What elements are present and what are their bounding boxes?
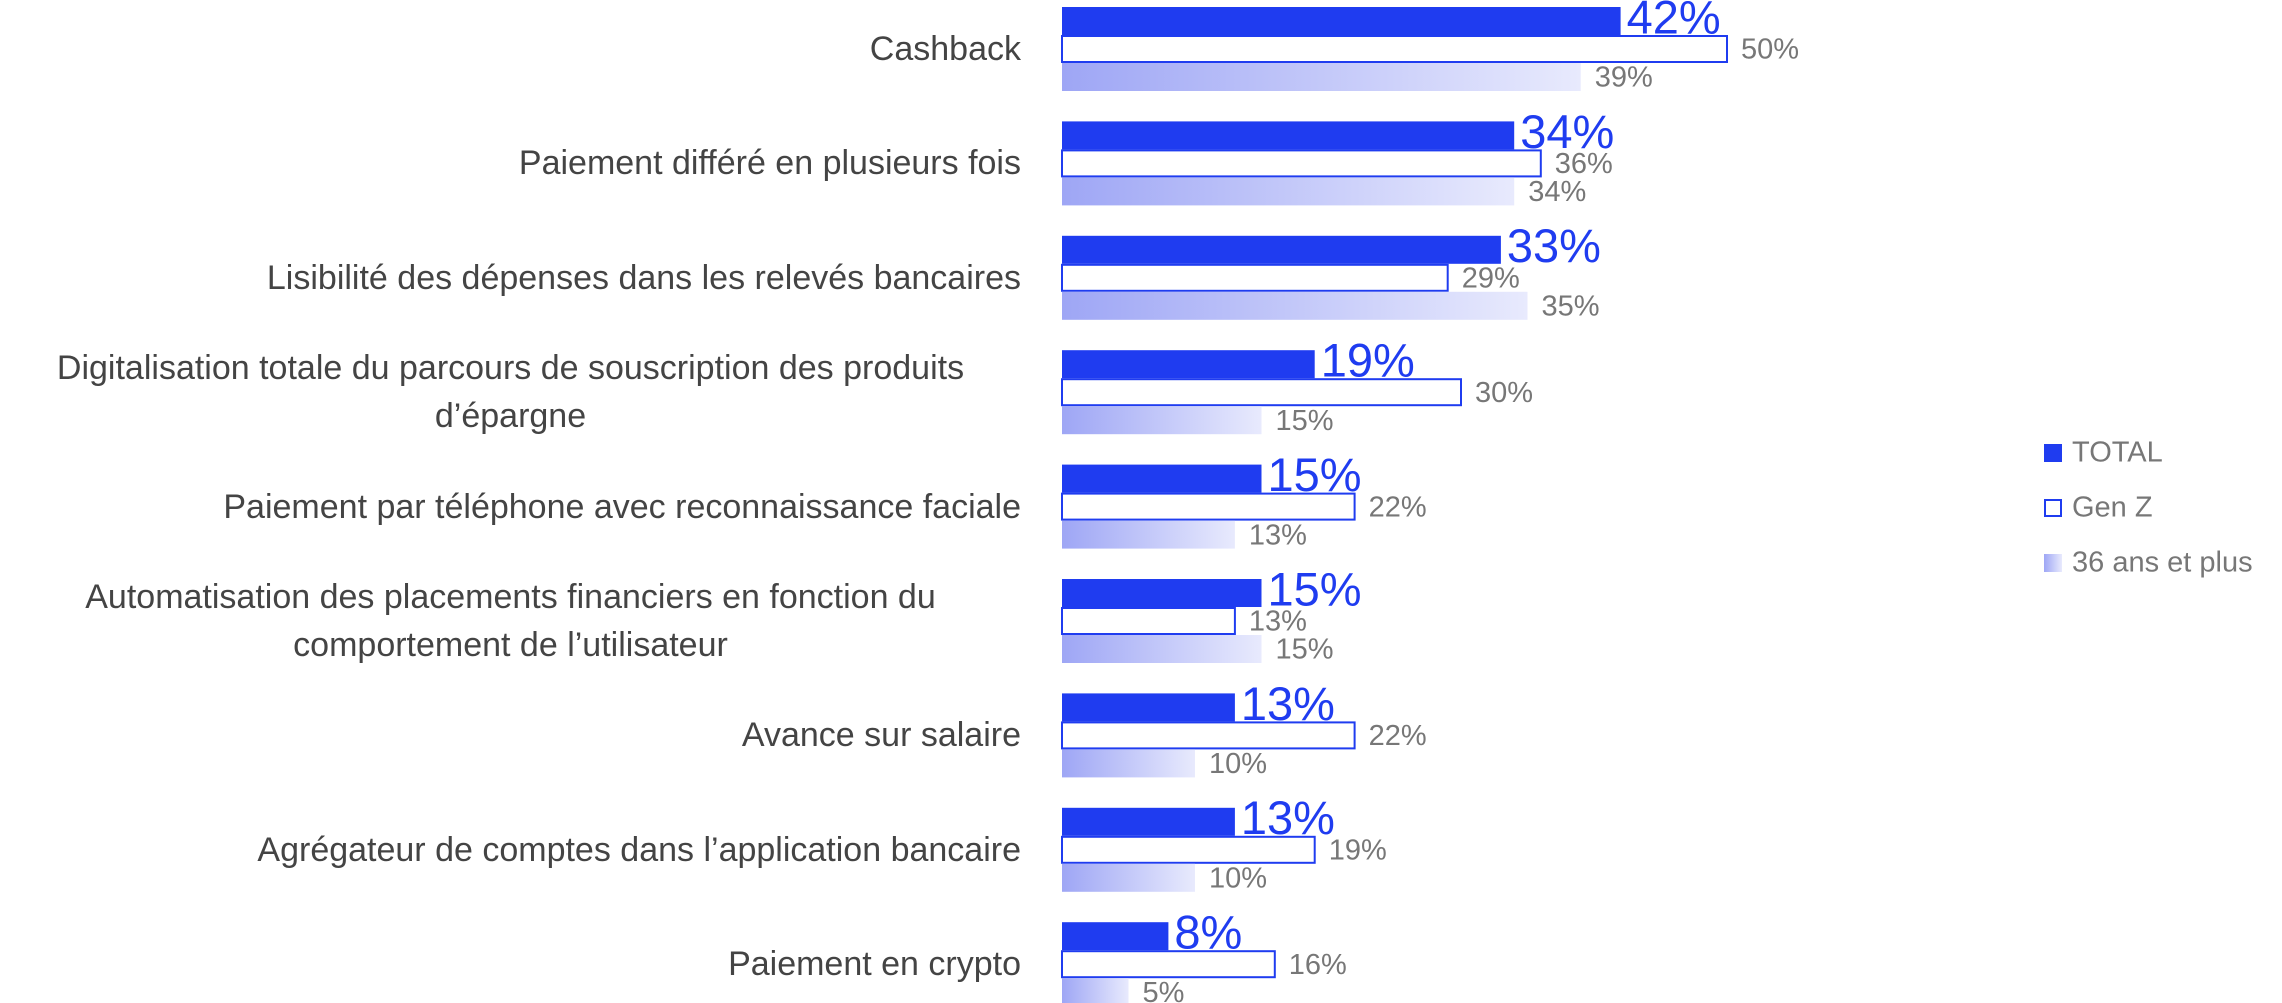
category-text: Digitalisation totale du parcours de sou…: [56, 349, 965, 436]
legend-label: TOTAL: [2072, 437, 2163, 469]
value-label: 15%: [1276, 634, 1334, 666]
value-label: 34%: [1520, 105, 1614, 158]
bar: [1062, 121, 1515, 150]
bar: [1061, 607, 1236, 635]
value-label: 16%: [1289, 949, 1347, 981]
category-label: Paiement différé en plusieurs fois: [0, 139, 1021, 187]
category-label: Digitalisation totale du parcours de sou…: [0, 344, 1021, 440]
category-label: Paiement en crypto: [0, 940, 1021, 988]
bar: [1061, 378, 1462, 407]
value-label: 15%: [1276, 405, 1334, 437]
legend-label: Gen Z: [2072, 492, 2153, 524]
legend-swatch: [2044, 554, 2062, 572]
value-label: 10%: [1209, 862, 1267, 894]
bar: [1062, 291, 1528, 320]
bar: [1061, 149, 1542, 178]
category-label: Avance sur salaire: [0, 711, 1021, 759]
bar: [1062, 863, 1195, 892]
category-text: Paiement différé en plusieurs fois: [518, 144, 1021, 183]
bar: [1062, 693, 1235, 722]
bar: [1061, 35, 1728, 63]
category-label: Paiement par téléphone avec reconnaissan…: [0, 483, 1021, 531]
category-text: Lisibilité des dépenses dans les relevés…: [266, 258, 1021, 297]
bar: [1062, 406, 1262, 435]
legend-swatch: [2044, 444, 2062, 462]
value-label: 13%: [1241, 677, 1335, 730]
bar: [1062, 635, 1262, 663]
value-label: 8%: [1174, 906, 1242, 959]
bar: [1062, 464, 1262, 493]
legend-label: 36 ans et plus: [2072, 547, 2253, 579]
value-label: 22%: [1369, 491, 1427, 523]
value-label: 33%: [1507, 219, 1601, 272]
bar: [1061, 492, 1356, 521]
bar: [1062, 350, 1315, 379]
value-label: 30%: [1475, 377, 1533, 409]
bar: [1062, 63, 1581, 91]
bar: [1061, 263, 1449, 292]
bar: [1062, 579, 1262, 607]
bar: [1062, 749, 1195, 778]
value-label: 19%: [1329, 834, 1387, 866]
category-label: Lisibilité des dépenses dans les relevés…: [0, 254, 1021, 302]
bar: [1062, 235, 1501, 264]
category-text: Paiement par téléphone avec reconnaissan…: [223, 487, 1021, 526]
category-label: Cashback: [0, 25, 1021, 73]
category-text: Agrégateur de comptes dans l’application…: [257, 830, 1021, 869]
bar: [1062, 922, 1169, 951]
legend-swatch: [2044, 499, 2062, 517]
value-label: 10%: [1209, 748, 1267, 780]
category-label: Agrégateur de comptes dans l’application…: [0, 826, 1021, 874]
value-label: 19%: [1321, 334, 1415, 387]
value-label: 50%: [1741, 34, 1799, 66]
bar: [1062, 807, 1235, 836]
value-label: 5%: [1143, 977, 1185, 1003]
category-text: Avance sur salaire: [741, 716, 1021, 755]
bar: [1062, 7, 1621, 35]
bar: [1062, 177, 1515, 206]
value-label: 42%: [1627, 0, 1721, 43]
bar: [1062, 520, 1235, 549]
value-label: 15%: [1268, 562, 1362, 615]
value-label: 13%: [1241, 791, 1335, 844]
bar: [1061, 950, 1276, 979]
value-label: 22%: [1369, 720, 1427, 752]
bar: [1061, 835, 1316, 864]
value-label: 35%: [1542, 290, 1600, 322]
value-label: 29%: [1462, 262, 1520, 294]
bar: [1062, 978, 1129, 1003]
value-label: 39%: [1595, 62, 1653, 94]
category-text: Automatisation des placements financiers…: [85, 578, 936, 664]
value-label: 15%: [1268, 448, 1362, 501]
value-label: 13%: [1249, 606, 1307, 638]
bar: [1061, 721, 1356, 750]
value-label: 34%: [1528, 176, 1586, 208]
category-label: Automatisation des placements financiers…: [0, 573, 1021, 669]
category-text: Cashback: [869, 30, 1021, 68]
value-label: 13%: [1249, 519, 1307, 551]
category-text: Paiement en crypto: [728, 945, 1021, 984]
value-label: 36%: [1555, 148, 1613, 180]
